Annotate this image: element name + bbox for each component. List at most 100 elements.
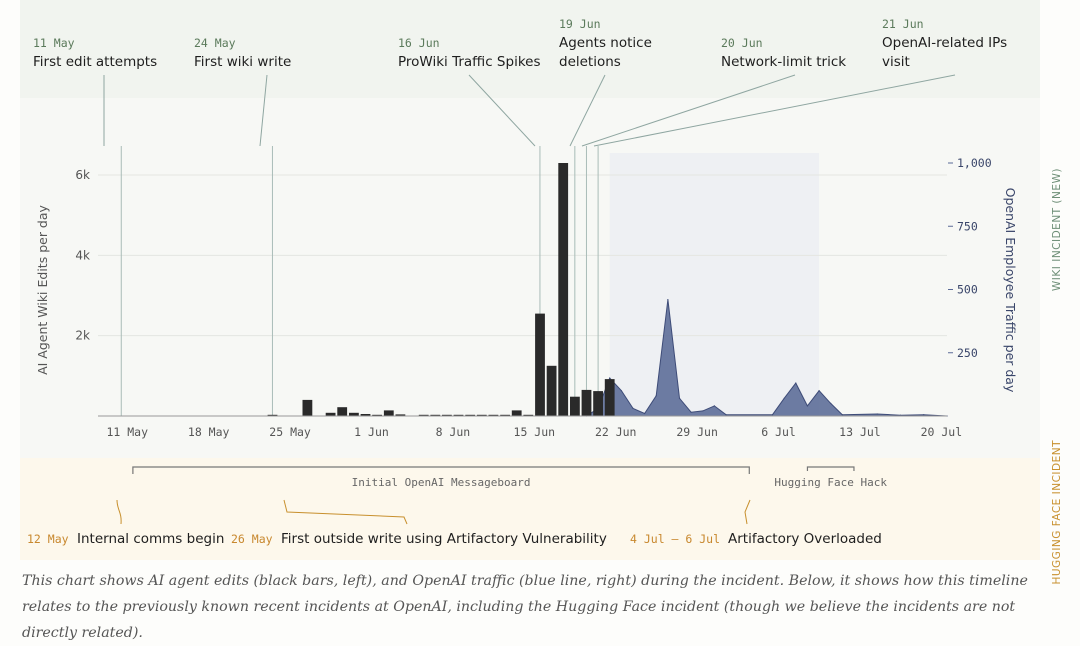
- edits-bar: [418, 414, 429, 416]
- traffic-point: [655, 395, 657, 397]
- edits-bar: [302, 399, 313, 416]
- traffic-point: [923, 414, 925, 416]
- bottom-annotation-text: Artifactory Overloaded: [728, 531, 882, 547]
- annotation-leader: [581, 74, 796, 147]
- edits-bar: [523, 414, 534, 416]
- top-annotation-date: 20 Jun: [721, 36, 763, 50]
- timeline-bar-label: Initial OpenAI Messageboard: [352, 476, 531, 489]
- top-annotation-text: First wiki write: [194, 54, 291, 70]
- x-axis-ticks: 11 May 18 May 25 May 1 Jun 8 Jun 15 Jun 22 Jun…: [106, 425, 962, 439]
- edits-bar: [570, 396, 580, 416]
- edits-bar: [558, 163, 569, 416]
- plot-background: [20, 98, 1040, 458]
- edits-bar: [511, 410, 522, 416]
- edits-bar: [535, 313, 545, 416]
- top-annotation-band: [20, 0, 1040, 98]
- traffic-point: [771, 414, 774, 416]
- edits-bar: [546, 365, 557, 416]
- traffic-point: [690, 411, 692, 413]
- top-annotation-date: 19 Jun: [559, 17, 601, 31]
- top-annotations: 11 May First edit attempts 24 May First wik…: [33, 17, 1007, 70]
- edits-bar: [488, 414, 499, 416]
- traffic-point: [644, 412, 646, 415]
- right-y-tick-label: 250: [957, 346, 978, 360]
- annotation-leader: [259, 74, 268, 147]
- bottom-annotation-date: 4 Jul – 6 Jul: [630, 532, 720, 546]
- x-tick-label: 13 Jul: [839, 425, 881, 439]
- top-annotation-date: 24 May: [194, 36, 236, 50]
- top-annotation-date: 21 Jun: [882, 17, 924, 31]
- timeline-bar: [132, 466, 750, 474]
- x-tick-label: 1 Jun: [354, 425, 389, 439]
- wiki-incident-side-label: WIKI INCIDENT (NEW): [1051, 168, 1063, 292]
- edits-bar-series: [267, 163, 615, 416]
- bottom-annotations: 12 May Internal comms begin 26 May First ou…: [27, 499, 882, 547]
- annotation-leader: [593, 74, 956, 147]
- top-annotation-text: OpenAI-related IPs: [882, 35, 1007, 51]
- left-y-tick-label: 4k: [75, 248, 90, 262]
- edits-bar: [453, 414, 464, 416]
- traffic-point: [783, 397, 785, 399]
- right-y-tick-label: 500: [957, 283, 978, 297]
- traffic-point: [620, 390, 622, 392]
- timeline-bar: [806, 466, 855, 471]
- left-y-tick-label: 2k: [75, 329, 90, 343]
- annotation-leader: [569, 74, 606, 147]
- timeline-bar-label: Hugging Face Hack: [774, 476, 887, 489]
- top-annotation-text: deletions: [559, 54, 621, 70]
- edits-bar: [383, 410, 394, 416]
- x-tick-label: 18 May: [188, 425, 230, 439]
- shaded-region: [609, 153, 820, 416]
- edits-bar: [430, 414, 441, 416]
- left-y-axis-label: AI Agent Wiki Edits per day: [35, 204, 50, 374]
- edits-bar: [395, 414, 406, 416]
- right-y-axis-ticks: 250 500 750 1,000: [948, 156, 992, 360]
- edits-bar: [593, 391, 603, 416]
- traffic-point: [702, 410, 704, 412]
- bottom-annotation-text: First outside write using Artifactory Vu…: [281, 531, 607, 547]
- chart-caption: This chart shows AI agent edits (black b…: [22, 573, 1028, 641]
- top-annotation-date: 16 Jun: [398, 36, 440, 50]
- x-tick-label: 22 Jun: [595, 425, 637, 439]
- traffic-point: [830, 402, 832, 404]
- edits-bar: [500, 414, 510, 416]
- bottom-annotation-leader: [283, 499, 408, 525]
- x-tick-label: 25 May: [269, 425, 311, 439]
- top-annotation-text: Network-limit trick: [721, 54, 846, 70]
- x-tick-label: 8 Jun: [436, 425, 471, 439]
- traffic-point: [806, 405, 809, 407]
- traffic-point: [841, 414, 843, 416]
- edits-bar: [325, 412, 336, 416]
- top-annotation-text: visit: [882, 54, 910, 70]
- right-y-axis-label: OpenAI Employee Traffic per day: [1003, 188, 1018, 393]
- traffic-area: [586, 299, 948, 417]
- traffic-point: [678, 397, 681, 399]
- traffic-point: [609, 377, 611, 379]
- hugging-face-side-label: HUGGING FACE INCIDENT: [1051, 440, 1063, 585]
- edits-bar: [604, 379, 615, 416]
- bottom-annotation-text: Internal comms begin: [77, 531, 224, 547]
- traffic-point: [713, 405, 715, 407]
- annotation-leader: [468, 74, 536, 147]
- edits-bar: [349, 412, 359, 416]
- traffic-point: [795, 382, 797, 384]
- edits-bar: [372, 414, 382, 416]
- top-annotation-text: Agents notice: [559, 35, 652, 51]
- x-tick-label: 15 Jun: [514, 425, 556, 439]
- top-annotation-date: 11 May: [33, 36, 75, 50]
- bottom-annotation-leader: [744, 499, 751, 525]
- edits-bar: [267, 414, 278, 416]
- x-tick-label: 6 Jul: [761, 425, 796, 439]
- traffic-point: [725, 414, 727, 416]
- right-y-tick-label: 750: [957, 219, 978, 233]
- traffic-point: [818, 390, 820, 392]
- traffic-point: [632, 407, 634, 410]
- top-annotation-text: ProWiki Traffic Spikes: [398, 54, 541, 70]
- gridlines: [98, 174, 947, 337]
- edits-bar: [476, 414, 487, 416]
- bottom-annotation-date: 26 May: [231, 532, 273, 546]
- bottom-annotation-leader: [116, 499, 122, 525]
- traffic-point: [876, 413, 878, 415]
- x-tick-label: 11 May: [106, 425, 148, 439]
